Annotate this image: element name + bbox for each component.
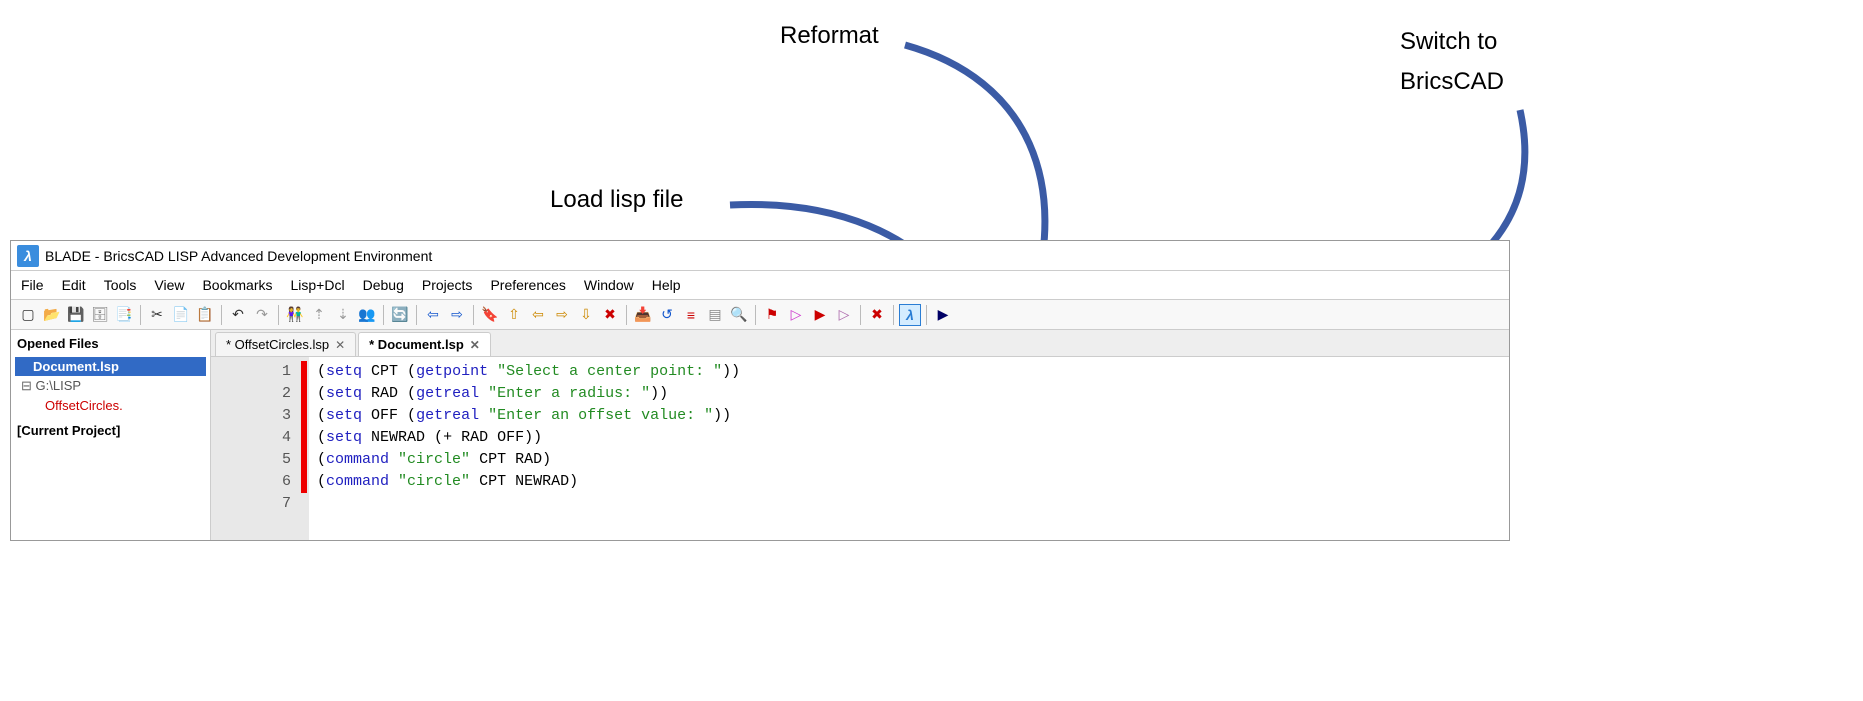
menu-preferences[interactable]: Preferences: [490, 277, 565, 293]
bookmark-del-icon[interactable]: ✖: [599, 304, 621, 326]
bookmark-add-icon[interactable]: 🔖: [479, 304, 501, 326]
sidebar-current-project: [Current Project]: [15, 421, 206, 440]
breakpoint-toggle-icon[interactable]: ⚑: [761, 304, 783, 326]
tab-label: * Document.lsp: [369, 337, 464, 352]
gutter: 1234567: [211, 357, 301, 540]
stepover-icon[interactable]: ▷: [833, 304, 855, 326]
back-icon[interactable]: ⇦: [422, 304, 444, 326]
menu-tools[interactable]: Tools: [104, 277, 137, 293]
tabs: * OffsetCircles.lsp ✕ * Document.lsp ✕: [211, 330, 1509, 357]
menu-help[interactable]: Help: [652, 277, 681, 293]
code-line: (command "circle" CPT NEWRAD): [317, 471, 740, 493]
menu-view[interactable]: View: [154, 277, 184, 293]
change-marker: [301, 361, 307, 493]
change-marker-strip: [301, 357, 309, 540]
menu-window[interactable]: Window: [584, 277, 634, 293]
bookmark-left-icon[interactable]: ⇦: [527, 304, 549, 326]
app-window: λ BLADE - BricsCAD LISP Advanced Develop…: [10, 240, 1510, 541]
menu-lispdcl[interactable]: Lisp+Dcl: [291, 277, 345, 293]
menu-bookmarks[interactable]: Bookmarks: [202, 277, 272, 293]
bookmark-right-icon[interactable]: ⇨: [551, 304, 573, 326]
copy-icon[interactable]: 📄: [170, 304, 192, 326]
tree-item-document[interactable]: Document.lsp: [15, 357, 206, 376]
editor-area: * OffsetCircles.lsp ✕ * Document.lsp ✕ 1234…: [211, 330, 1509, 540]
tab-documentlsp[interactable]: * Document.lsp ✕: [358, 332, 491, 356]
toolbar-separator: [926, 305, 927, 325]
check-icon[interactable]: ↺: [656, 304, 678, 326]
line-number: 5: [215, 449, 291, 471]
menu-projects[interactable]: Projects: [422, 277, 473, 293]
toolbar-separator: [755, 305, 756, 325]
close-icon[interactable]: ✕: [335, 338, 345, 352]
findnext-icon[interactable]: ⇡: [308, 304, 330, 326]
code-text[interactable]: (setq CPT (getpoint "Select a center poi…: [309, 357, 748, 540]
menu-file[interactable]: File: [21, 277, 44, 293]
code-line: (setq RAD (getreal "Enter a radius: ")): [317, 383, 740, 405]
cut-icon[interactable]: ✂: [146, 304, 168, 326]
switch-bricscad-icon[interactable]: λ: [899, 304, 921, 326]
menu-debug[interactable]: Debug: [363, 277, 404, 293]
line-number: 4: [215, 427, 291, 449]
toolbar-separator: [473, 305, 474, 325]
code-line: (setq CPT (getpoint "Select a center poi…: [317, 361, 740, 383]
code-line: [317, 493, 740, 515]
save-icon[interactable]: 💾: [65, 304, 87, 326]
findprev-icon[interactable]: ⇣: [332, 304, 354, 326]
menubar: File Edit Tools View Bookmarks Lisp+Dcl Debug P…: [11, 271, 1509, 300]
close-icon[interactable]: ✕: [470, 338, 480, 352]
tree-item-folder[interactable]: G:\LISP: [15, 376, 206, 396]
form-icon[interactable]: ▤: [704, 304, 726, 326]
stop-icon[interactable]: ✖: [866, 304, 888, 326]
run-icon[interactable]: ▶: [809, 304, 831, 326]
toolbar-separator: [416, 305, 417, 325]
redo-icon[interactable]: ↷: [251, 304, 273, 326]
saveas-icon[interactable]: 📑: [113, 304, 135, 326]
toolbar-separator: [626, 305, 627, 325]
line-number: 3: [215, 405, 291, 427]
tree-item-offsetcircles[interactable]: OffsetCircles.: [15, 396, 206, 415]
undo-icon[interactable]: ↶: [227, 304, 249, 326]
toolbar-separator: [893, 305, 894, 325]
code-line: (command "circle" CPT RAD): [317, 449, 740, 471]
window-title: BLADE - BricsCAD LISP Advanced Developme…: [45, 248, 432, 264]
inspect-icon[interactable]: 🔍: [728, 304, 750, 326]
titlebar: λ BLADE - BricsCAD LISP Advanced Develop…: [11, 241, 1509, 271]
reload-icon[interactable]: 🔄: [389, 304, 411, 326]
line-number: 7: [215, 493, 291, 515]
line-number: 2: [215, 383, 291, 405]
sidebar: Opened Files Document.lsp G:\LISP Offset…: [11, 330, 211, 540]
new-icon[interactable]: ▢: [17, 304, 39, 326]
toolbar: ▢📂💾🗄📑✂📄📋↶↷👫⇡⇣👥🔄⇦⇨🔖⇧⇦⇨⇩✖📥↺≡▤🔍⚑▷▶▷✖λ▶: [11, 300, 1509, 330]
code-area: 1234567 (setq CPT (getpoint "Select a ce…: [211, 357, 1509, 540]
bookmark-up-icon[interactable]: ⇧: [503, 304, 525, 326]
code-line: (setq NEWRAD (+ RAD OFF)): [317, 427, 740, 449]
tab-offsetcircleslsp[interactable]: * OffsetCircles.lsp ✕: [215, 332, 356, 356]
toolbar-separator: [221, 305, 222, 325]
line-number: 1: [215, 361, 291, 383]
reformat-icon[interactable]: ≡: [680, 304, 702, 326]
toolbar-separator: [860, 305, 861, 325]
bookmark-down-icon[interactable]: ⇩: [575, 304, 597, 326]
code-line: (setq OFF (getreal "Enter an offset valu…: [317, 405, 740, 427]
toolbar-separator: [383, 305, 384, 325]
sidebar-title: Opened Files: [15, 334, 206, 353]
forward-icon[interactable]: ⇨: [446, 304, 468, 326]
replace-icon[interactable]: 👥: [356, 304, 378, 326]
toolbar-separator: [140, 305, 141, 325]
paste-icon[interactable]: 📋: [194, 304, 216, 326]
line-number: 6: [215, 471, 291, 493]
menu-edit[interactable]: Edit: [62, 277, 86, 293]
load-lisp-icon[interactable]: 📥: [632, 304, 654, 326]
tab-label: * OffsetCircles.lsp: [226, 337, 329, 352]
find-icon[interactable]: 👫: [284, 304, 306, 326]
toolbar-separator: [278, 305, 279, 325]
open-icon[interactable]: 📂: [41, 304, 63, 326]
play-icon[interactable]: ▶: [932, 304, 954, 326]
step-icon[interactable]: ▷: [785, 304, 807, 326]
save-all-icon[interactable]: 🗄: [89, 304, 111, 326]
app-icon: λ: [17, 245, 39, 267]
